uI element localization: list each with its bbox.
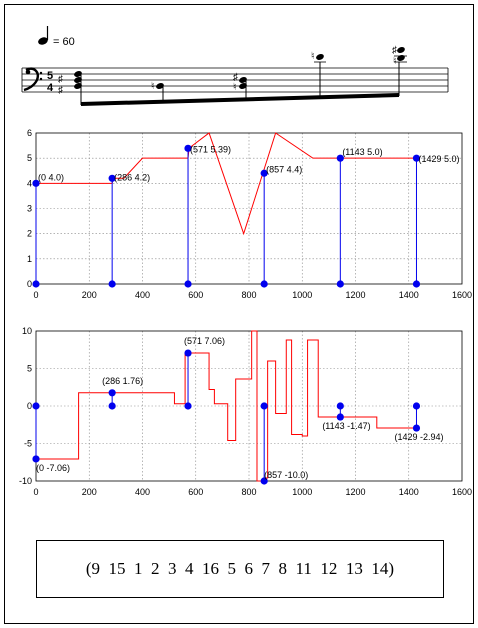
x-tick-label: 200 — [82, 290, 97, 300]
tempo-marking: = 60 — [38, 26, 75, 48]
svg-text:♯: ♯ — [58, 74, 63, 85]
chart-bottom: 0 200 400 600 800 1000 1200 1400 1600 -10 -5 0 5 10 (0… — [19, 326, 472, 497]
note-chord-3: ♯ ♮ — [233, 72, 247, 101]
x-tick-label: 200 — [82, 487, 97, 497]
svg-text:♮: ♮ — [151, 81, 155, 92]
stem-base-point — [184, 280, 192, 288]
stem-point — [412, 154, 421, 162]
x-tick-label: 600 — [188, 290, 203, 300]
x-tick-label: 0 — [33, 487, 38, 497]
quarter-note-icon — [38, 37, 48, 45]
stem-point — [108, 174, 116, 182]
stem-point — [336, 154, 344, 162]
permutation-box: (9 15 1 2 3 4 16 5 6 7 8 11 12 13 14) — [36, 540, 444, 598]
x-tick-label: 1200 — [345, 290, 365, 300]
stem-base-point — [108, 402, 116, 410]
stem-point — [32, 179, 40, 187]
y-tick-label: 1 — [27, 254, 32, 264]
point-label: (857 -10.0) — [264, 470, 308, 480]
stem-base-point — [260, 402, 268, 410]
permutation-text: (9 15 1 2 3 4 16 5 6 7 8 11 12 13 14) — [85, 559, 395, 578]
time-signature-bottom: 4 — [47, 82, 54, 94]
point-label: (0 -7.06) — [36, 463, 70, 473]
time-signature-top: 5 — [47, 70, 53, 82]
note-4: ♮ — [311, 51, 326, 98]
point-label: (1143 -1.47) — [322, 421, 370, 431]
svg-text:♯: ♯ — [392, 45, 397, 56]
stem-base-point — [32, 402, 40, 410]
svg-text:♯: ♯ — [58, 85, 63, 96]
svg-text:♮: ♮ — [393, 56, 397, 67]
x-tick-label: 400 — [135, 487, 150, 497]
stem-point — [260, 169, 268, 177]
stem-point — [184, 349, 192, 357]
stem-base-point — [32, 280, 40, 288]
x-tick-label: 400 — [135, 290, 150, 300]
x-tick-label: 800 — [241, 487, 256, 497]
y-tick-label: 5 — [27, 153, 32, 163]
stem-point — [412, 424, 421, 432]
stem-point — [184, 144, 192, 152]
x-tick-label: 1600 — [452, 290, 472, 300]
x-tick-label: 800 — [241, 290, 256, 300]
beam — [81, 93, 399, 106]
point-label: (286 1.76) — [102, 376, 143, 386]
y-tick-label: 0 — [27, 279, 32, 289]
y-tick-label: -5 — [24, 439, 32, 449]
y-tick-label: 5 — [27, 364, 32, 374]
music-score: = 60 5 4 ♯ ♯ — [21, 26, 449, 106]
bass-clef-icon — [23, 67, 43, 92]
x-tick-label: 1000 — [292, 487, 312, 497]
svg-text:♮: ♮ — [311, 51, 315, 62]
y-tick-label: 3 — [27, 204, 32, 214]
y-tick-label: 10 — [22, 326, 32, 336]
stem-base-point — [412, 280, 421, 288]
y-tick-label: 0 — [27, 401, 32, 411]
svg-text:♯: ♯ — [233, 72, 238, 83]
point-label: (571 7.06) — [184, 336, 225, 346]
stem-point — [260, 477, 268, 485]
y-tick-label: 2 — [27, 229, 32, 239]
y-tick-label: 6 — [27, 128, 32, 138]
stem-base-point — [184, 402, 192, 410]
x-tick-label: 1400 — [399, 290, 419, 300]
point-label: (286 4.2) — [114, 172, 150, 182]
point-label: (1143 5.0) — [342, 147, 382, 157]
note-chord-1: ♯ ♯ — [58, 71, 82, 105]
stem-point — [32, 455, 40, 463]
point-label: (0 4.0) — [38, 172, 64, 182]
x-tick-label: 600 — [188, 487, 203, 497]
stem-base-point — [412, 402, 421, 410]
point-label: (1429 5.0) — [418, 154, 459, 164]
stem-base-point — [336, 280, 344, 288]
stem-base-point — [260, 280, 268, 288]
x-tick-label: 1000 — [292, 290, 312, 300]
stem-point — [108, 389, 116, 397]
point-label: (1429 -2.94) — [394, 432, 443, 442]
point-label: (857 4.4) — [266, 164, 302, 174]
x-tick-label: 1600 — [452, 487, 472, 497]
y-tick-label: 4 — [27, 178, 32, 188]
stem-point — [336, 413, 344, 421]
chart-top: 0 200 400 600 800 1000 1200 1400 1600 0 1 2 3 4 5 6 (0 4… — [27, 128, 472, 300]
stem-base-point — [108, 280, 116, 288]
svg-text:♮: ♮ — [233, 82, 237, 93]
x-tick-label: 1200 — [345, 487, 365, 497]
figure-frame — [4, 4, 474, 624]
y-tick-label: -10 — [19, 476, 32, 486]
staff-lines — [21, 67, 449, 93]
stem-base-point — [336, 402, 344, 410]
point-label: (571 5.39) — [190, 144, 231, 154]
x-tick-label: 0 — [33, 290, 38, 300]
x-tick-label: 1400 — [399, 487, 419, 497]
note-chord-5: ♯ ♮ — [392, 45, 407, 96]
tempo-value: = 60 — [53, 36, 75, 48]
